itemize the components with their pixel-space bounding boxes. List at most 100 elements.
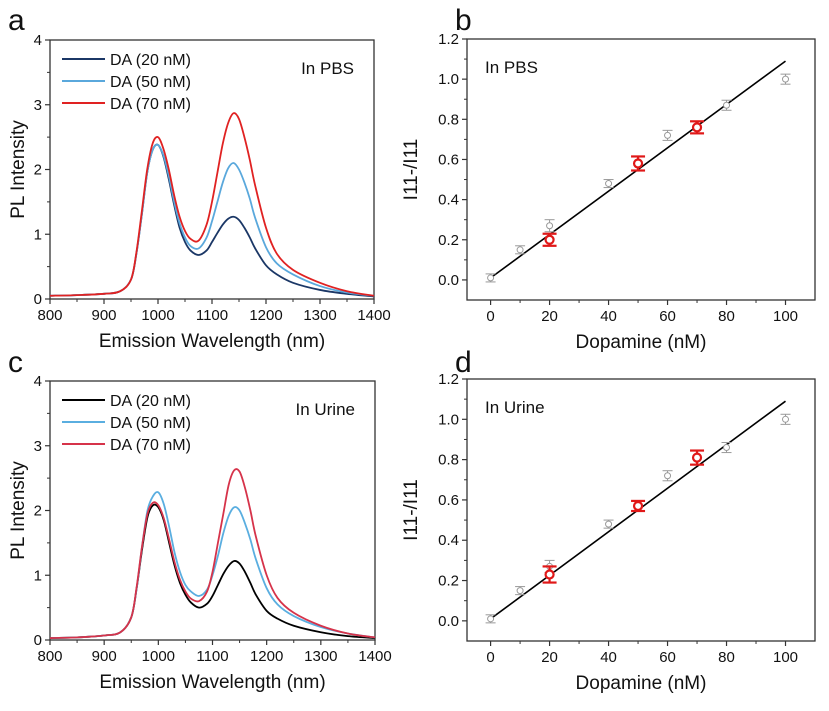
x-tick-label: 900 [92,648,117,665]
annotation-label: In Urine [485,398,545,417]
y-tick-label: 1.2 [438,31,459,48]
x-tick-label: 80 [718,649,735,666]
annotation-label: In Urine [295,400,355,419]
annotation-label: In PBS [485,58,538,77]
x-tick-label: 80 [718,308,735,325]
calibration-point [516,587,524,595]
sample-point [691,452,703,463]
y-tick-label: 0 [34,632,42,649]
series-line [49,468,376,639]
x-tick-label: 100 [773,649,798,666]
plot-frame [49,380,376,641]
sample-point [691,122,703,133]
legend-label: DA (50 nM) [110,74,191,91]
y-tick-label: 3 [34,97,42,114]
y-tick-label: 0 [34,291,42,308]
x-tick-label: 1000 [142,648,175,665]
panel-a: a 800 900 1000 1100 1200 1300 1400 0 1 2 3 4 Emission… [8,4,391,352]
y-axis-label: PL Intensity [8,461,29,560]
x-axis-label: Emission Wavelength (nm) [99,331,325,352]
y-tick-label: 0.6 [438,492,459,509]
y-tick-label: 2 [34,503,42,520]
x-tick-label: 900 [91,307,116,324]
y-tick-label: 0.0 [438,272,459,289]
legend-label: DA (70 nM) [110,96,191,113]
sample-point [544,569,555,580]
x-tick-label: 1400 [357,307,390,324]
legend-label: DA (70 nM) [110,437,191,454]
x-tick-label: 1100 [196,307,228,324]
y-axis-label: I11-/I11 [401,479,422,541]
y-tick-label: 0.8 [438,452,459,469]
x-tick-label: 1300 [304,648,337,665]
calibration-point [782,75,790,83]
x-tick-label: 800 [37,307,62,324]
calibration-point [487,274,495,282]
y-tick-label: 3 [34,438,42,455]
calibration-point [664,131,672,139]
y-tick-label: 2 [34,162,42,179]
y-tick-label: 1 [34,226,42,243]
x-tick-label: 60 [659,308,676,325]
x-tick-label: 0 [486,308,494,325]
calibration-point [546,222,554,230]
calibration-point [723,101,731,109]
panel-b: b 0 20 40 60 80 100 0.0 0.2 0.4 0.6 0.8 1.0 1.2 Dopami… [401,4,816,353]
sample-point [632,158,644,169]
panel-letter: a [8,4,25,37]
sample-point [544,234,555,245]
y-tick-label: 1.0 [438,71,459,88]
series-line [49,491,376,639]
x-tick-label: 20 [541,308,558,325]
plot-frame [466,38,816,301]
x-axis-label: Dopamine (nM) [576,673,707,694]
x-tick-label: 20 [541,649,558,666]
legend-label: DA (20 nM) [110,393,191,410]
y-tick-label: 1.2 [438,371,459,388]
calibration-point [487,615,495,623]
y-tick-label: 0.0 [438,613,459,630]
calibration-point [723,444,731,452]
x-tick-label: 1200 [250,648,283,665]
sample-point [632,500,644,512]
x-tick-label: 800 [37,648,62,665]
calibration-point [664,472,672,480]
legend-label: DA (50 nM) [110,415,191,432]
y-tick-label: 0.2 [438,232,459,249]
x-tick-label: 1000 [141,307,174,324]
x-tick-label: 40 [600,649,617,666]
x-axis-label: Emission Wavelength (nm) [99,672,325,693]
panel-letter: c [8,346,23,379]
panel-d: d 0 20 40 60 80 100 0.0 0.2 0.4 0.6 0.8 1.0 1.2 Dopami… [401,346,816,694]
x-axis-label: Dopamine (nM) [576,332,707,353]
y-tick-label: 0.4 [438,192,459,209]
panel-letter: b [455,4,472,37]
panel-letter: d [455,346,472,379]
x-tick-label: 40 [600,308,617,325]
series-line [49,112,375,297]
series-line [49,143,375,297]
plot-frame [49,39,375,300]
annotation-label: In PBS [301,59,354,78]
calibration-point [516,246,524,254]
panel-c: c 800 900 1000 1100 1200 1300 1400 0 1 2 3 4 Emission… [8,346,392,693]
y-axis-label: I11-/I11 [401,139,422,201]
x-tick-label: 1100 [196,648,228,665]
plot-frame [466,378,816,642]
y-tick-label: 4 [34,373,42,390]
y-tick-label: 1.0 [438,411,459,428]
x-tick-label: 60 [659,649,676,666]
y-tick-label: 0.2 [438,573,459,590]
x-tick-label: 100 [773,308,798,325]
x-tick-label: 0 [486,649,494,666]
calibration-point [782,415,790,423]
x-tick-label: 1400 [358,648,391,665]
y-tick-label: 0.4 [438,532,459,549]
y-tick-label: 4 [34,32,42,49]
y-tick-label: 0.8 [438,111,459,128]
legend-label: DA (20 nM) [110,52,191,69]
calibration-point [605,180,613,188]
y-tick-label: 1 [34,567,42,584]
x-tick-label: 1200 [249,307,282,324]
